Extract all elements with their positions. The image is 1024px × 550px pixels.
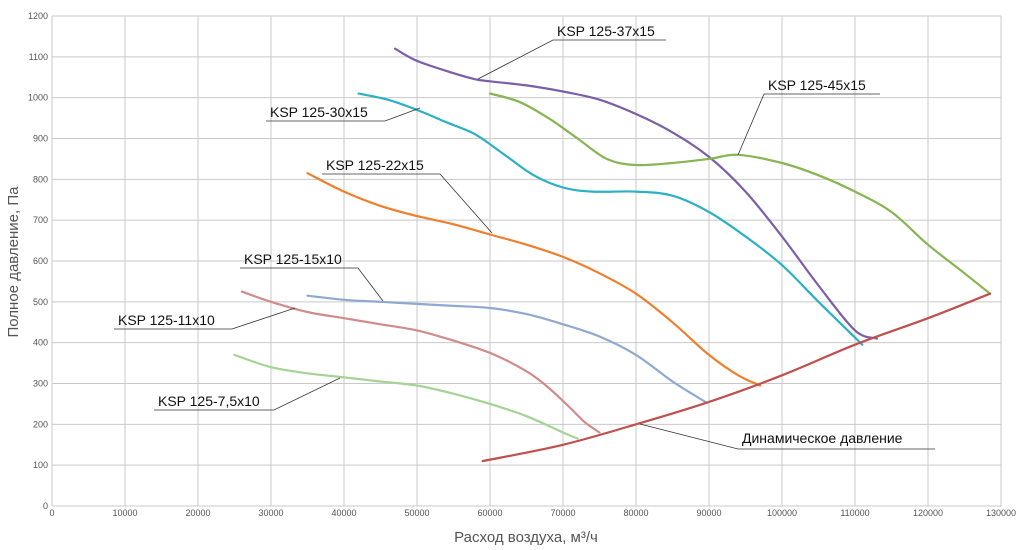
y-tick-label: 0 xyxy=(43,501,48,511)
y-tick-label: 1100 xyxy=(29,52,48,62)
x-tick-label: 60000 xyxy=(477,508,502,518)
series-lines xyxy=(233,47,992,463)
series-label-ksp-125-15x10: KSP 125-15x10 xyxy=(244,251,342,267)
y-axis-label: Полное давление, Па xyxy=(5,186,22,338)
grid-lines xyxy=(51,15,1002,507)
series-label-ksp-125-11x10: KSP 125-11x10 xyxy=(118,312,215,328)
series-line-ksp-125-22x15 xyxy=(306,172,762,387)
series-line-ksp-125-30x15 xyxy=(357,92,864,346)
x-tick-label: 10000 xyxy=(112,508,137,518)
x-tick-label: 40000 xyxy=(331,508,356,518)
x-tick-label: 30000 xyxy=(258,508,283,518)
series-label-ksp-125-7-5x10: KSP 125-7,5x10 xyxy=(158,393,260,409)
y-tick-label: 1200 xyxy=(28,11,48,21)
leader-line-series-7 xyxy=(639,423,935,450)
x-tick-label: 0 xyxy=(49,508,54,518)
y-tick-label: 300 xyxy=(33,379,48,389)
series-line-ksp-125-37x15 xyxy=(394,47,878,340)
x-axis-label: Расход воздуха, м³/ч xyxy=(454,529,598,546)
x-tick-label: 110000 xyxy=(840,508,869,518)
series-line-ksp-125-15x10 xyxy=(306,294,707,403)
y-tick-label: 800 xyxy=(33,174,48,184)
leader-line-ksp-125-22x15 xyxy=(322,173,493,234)
leader-line-ksp-125-11x10 xyxy=(114,307,296,330)
y-tick-label: 100 xyxy=(33,460,48,470)
series-line-ksp-125-45x15 xyxy=(488,92,992,295)
leader-line-ksp-125-45x15 xyxy=(737,93,880,156)
x-tick-label: 70000 xyxy=(550,508,575,518)
y-tick-label: 600 xyxy=(33,256,48,266)
tick-labels: 0 10000 20000 30000 40000 50000 60000 70000 8000… xyxy=(28,11,1016,518)
x-tick-label: 20000 xyxy=(185,508,210,518)
leader-line-ksp-125-15x10 xyxy=(240,267,384,302)
y-tick-label: 900 xyxy=(33,134,48,144)
y-tick-label: 200 xyxy=(33,419,48,429)
series-label-ksp-125-45x15: KSP 125-45x15 xyxy=(768,77,866,93)
leader-line-ksp-125-7-5x10 xyxy=(154,377,341,411)
series-label-ksp-125-37x15: KSP 125-37x15 xyxy=(557,23,655,39)
y-tick-label: 1000 xyxy=(28,93,48,103)
x-tick-label: 100000 xyxy=(767,508,797,518)
leader-line-ksp-125-30x15 xyxy=(266,107,421,122)
x-tick-label: 50000 xyxy=(404,508,429,518)
series-label-ksp-125-30x15: KSP 125-30x15 xyxy=(270,104,368,120)
x-tick-label: 80000 xyxy=(623,508,648,518)
leader-line-ksp-125-37x15 xyxy=(477,39,666,80)
x-tick-label: 130000 xyxy=(986,508,1016,518)
x-tick-label: 120000 xyxy=(913,508,943,518)
series-label-series-7: Динамическое давление xyxy=(742,430,903,446)
y-tick-label: 700 xyxy=(33,215,48,225)
series-line-ksp-125-7-5x10 xyxy=(233,353,579,440)
series-label-ksp-125-22x15: KSP 125-22x15 xyxy=(326,157,424,173)
series-line-series-7 xyxy=(481,292,992,463)
y-tick-label: 500 xyxy=(33,297,48,307)
x-tick-label: 90000 xyxy=(696,508,721,518)
series-labels: KSP 125-37x15 KSP 125-45x15 KSP 125-30x15 K… xyxy=(114,23,935,450)
series-line-ksp-125-11x10 xyxy=(240,290,601,434)
y-tick-label: 400 xyxy=(33,338,48,348)
